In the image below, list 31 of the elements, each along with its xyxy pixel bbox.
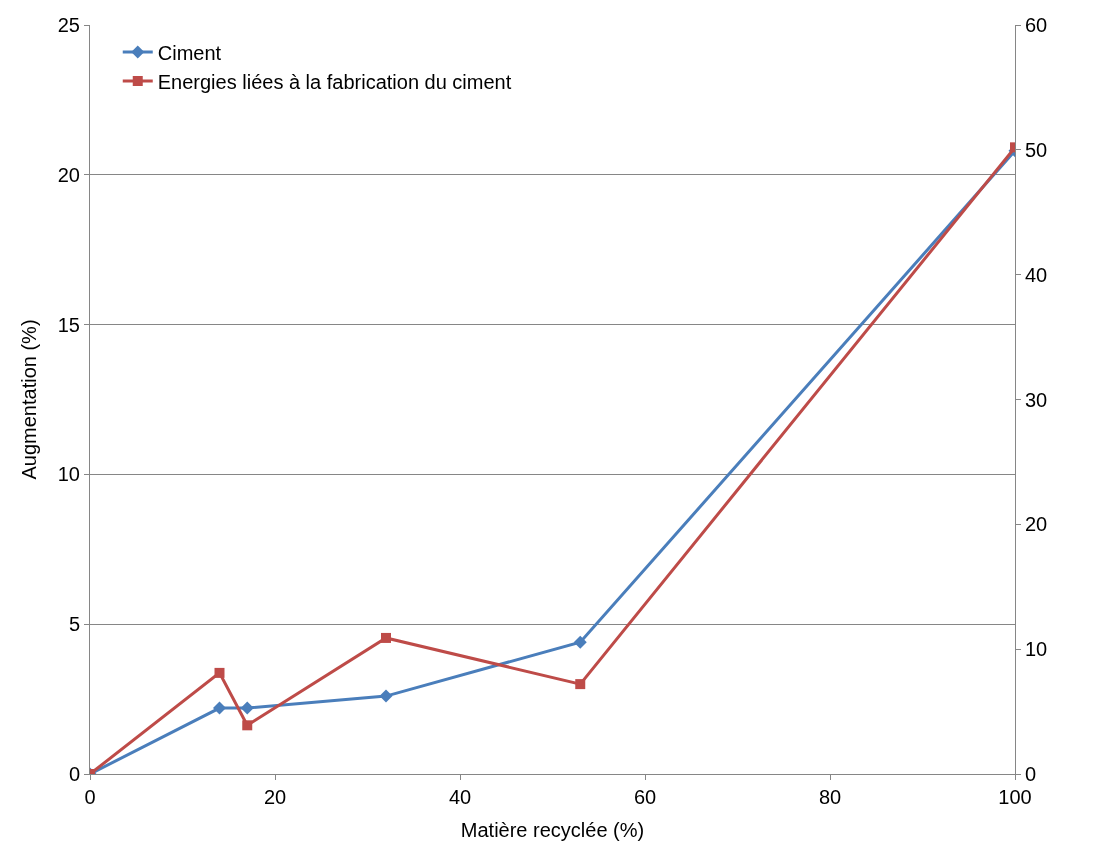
y2-tick-label: 40 xyxy=(1025,263,1048,286)
y-tick-label: 0 xyxy=(68,763,80,785)
y2-tick-label: 0 xyxy=(1025,763,1037,785)
x-tick-label: 60 xyxy=(633,786,657,808)
point xyxy=(381,632,391,643)
point xyxy=(213,701,226,715)
y-tick-label: 20 xyxy=(57,163,80,186)
y2-tick-label: 30 xyxy=(1025,388,1048,411)
y-tick-label: 25 xyxy=(57,14,80,36)
point xyxy=(573,635,587,649)
point xyxy=(379,689,393,703)
point xyxy=(242,720,253,731)
x-tick-label: 0 xyxy=(84,786,96,808)
x-tick-label: 20 xyxy=(263,786,287,808)
y-tick-label: 10 xyxy=(57,463,80,486)
x-axis-title: Matière recyclée (%) xyxy=(460,818,645,841)
y2-tick-label: 50 xyxy=(1025,138,1048,161)
legend-label: Ciment xyxy=(157,41,222,64)
point xyxy=(575,679,586,690)
x-tick-label: 80 xyxy=(818,786,842,808)
point xyxy=(240,701,254,715)
y2-tick-label: 20 xyxy=(1025,513,1048,536)
x-tick-label: 100 xyxy=(998,786,1032,808)
y2-tick-label: 10 xyxy=(1025,638,1048,661)
legend-label: Energies liées à la fabrication du ciment xyxy=(157,70,512,93)
y-tick-label: 5 xyxy=(68,613,80,636)
x-tick-label: 40 xyxy=(448,786,472,808)
point xyxy=(214,667,225,678)
y-axis-title: Augmentation (%) xyxy=(18,319,41,480)
y2-tick-label: 60 xyxy=(1025,14,1048,36)
y-tick-label: 15 xyxy=(57,313,80,336)
